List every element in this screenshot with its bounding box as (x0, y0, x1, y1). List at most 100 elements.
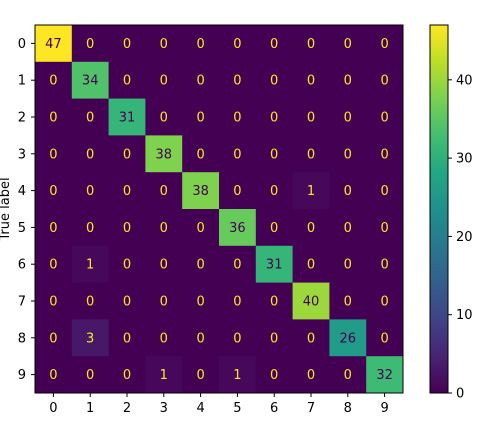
cell-value-r3-c0: 0 (49, 147, 57, 162)
x-tick-label-1: 1 (86, 401, 94, 416)
heatmap-cell-r2-c2 (108, 98, 146, 136)
heatmap-cell-r8-c9 (366, 319, 404, 357)
heatmap-cell-r3-c8 (329, 135, 367, 173)
cell-value-r0-c4: 0 (196, 37, 204, 52)
cell-value-r6-c6: 31 (266, 258, 283, 273)
heatmap-cell-r0-c9 (366, 25, 404, 63)
cell-value-r7-c2: 0 (123, 295, 131, 310)
heatmap-cell-r7-c3 (145, 282, 183, 320)
heatmap-cell-r7-c5 (219, 282, 257, 320)
heatmap-cell-r7-c1 (71, 282, 110, 320)
heatmap-cell-r8-c8 (329, 319, 367, 357)
heatmap-cell-r6-c9 (366, 245, 404, 284)
heatmap-cell-r6-c2 (108, 245, 146, 284)
cell-value-r3-c2: 0 (123, 147, 131, 162)
colorbar-tick-label-1: 10 (456, 308, 473, 323)
heatmap-cell-r3-c6 (255, 135, 294, 173)
cell-value-r7-c8: 0 (344, 295, 352, 310)
colorbar-tick-label-4: 40 (456, 73, 473, 88)
cell-value-r5-c3: 0 (160, 221, 168, 236)
heatmap-cell-r0-c5 (219, 25, 257, 63)
heatmap-cell-r7-c6 (255, 282, 294, 320)
cell-value-r1-c9: 0 (380, 74, 388, 89)
cell-value-r4-c6: 0 (270, 184, 278, 199)
cell-value-r1-c2: 0 (123, 74, 131, 89)
heatmap-cell-r5-c8 (329, 209, 367, 247)
heatmap-cell-r8-c7 (292, 319, 330, 357)
colorbar-tick-label-3: 30 (456, 152, 473, 167)
cell-value-r9-c7: 0 (307, 368, 315, 383)
cell-value-r7-c7: 40 (303, 295, 320, 310)
cell-value-r1-c1: 34 (82, 74, 99, 89)
y-tick-label-4: 4 (18, 184, 26, 199)
heatmap-cell-r2-c3 (145, 98, 183, 136)
heatmap-cell-values: 47 0 0 0 0 0 0 0 0 00 34 0 0 0 0 0 0 0 00 0 31 0 0 0 0 0 0 00 0 0 38 0 0… (45, 37, 393, 383)
heatmap-cell-r3-c3 (145, 135, 183, 173)
x-axis-ticks: 0 1 2 3 4 5 6 7 8 9 (49, 393, 389, 416)
heatmap-cell-r3-c1 (71, 135, 110, 173)
cell-value-r4-c8: 0 (344, 184, 352, 199)
heatmap-cell-r5-c9 (366, 209, 404, 247)
heatmap-cell-r8-c4 (182, 319, 220, 357)
colorbar-ticks: 0 10 20 30 40 (448, 73, 473, 402)
heatmap-cell-r2-c1 (71, 98, 110, 136)
x-tick-label-0: 0 (49, 401, 57, 416)
cell-value-r6-c4: 0 (196, 258, 204, 273)
heatmap-cell-r4-c2 (108, 172, 146, 210)
heatmap-cell-r5-c1 (71, 209, 110, 247)
heatmap-cell-r4-c3 (145, 172, 183, 210)
cell-value-r0-c0: 47 (45, 37, 62, 52)
heatmap-cell-r0-c2 (108, 25, 146, 63)
cell-value-r7-c6: 0 (270, 295, 278, 310)
cell-value-r3-c4: 0 (196, 147, 204, 162)
heatmap-cell-r0-c1 (71, 25, 110, 63)
heatmap-cell-r2-c0 (35, 98, 73, 136)
cell-value-r8-c4: 0 (196, 331, 204, 346)
heatmap-cell-r4-c9 (366, 172, 404, 210)
cell-value-r7-c5: 0 (233, 295, 241, 310)
y-tick-label-6: 6 (18, 258, 26, 273)
heatmap-cell-r2-c8 (329, 98, 367, 136)
heatmap-cell-r4-c5 (219, 172, 257, 210)
cell-value-r8-c9: 0 (380, 331, 388, 346)
heatmap-cell-r1-c0 (35, 61, 73, 100)
cell-value-r8-c8: 26 (340, 331, 357, 346)
cell-value-r9-c5: 1 (233, 368, 241, 383)
heatmap-cell-r9-c0 (35, 356, 73, 394)
heatmap-cell-r7-c0 (35, 282, 73, 320)
y-axis-ticks: 0 1 2 3 4 5 6 7 8 9 (18, 37, 35, 383)
x-tick-label-6: 6 (270, 401, 278, 416)
cell-value-r2-c3: 0 (160, 111, 168, 126)
cell-value-r1-c5: 0 (233, 74, 241, 89)
heatmap-cell-r9-c8 (329, 356, 367, 394)
x-tick-label-3: 3 (160, 401, 168, 416)
y-tick-label-9: 9 (18, 368, 26, 383)
cell-value-r2-c5: 0 (233, 111, 241, 126)
cell-value-r5-c6: 0 (270, 221, 278, 236)
cell-value-r5-c9: 0 (380, 221, 388, 236)
heatmap-cell-r3-c7 (292, 135, 330, 173)
heatmap-cell-r6-c4 (182, 245, 220, 284)
cell-value-r3-c7: 0 (307, 147, 315, 162)
heatmap-cell-r4-c6 (255, 172, 294, 210)
heatmap-cell-r1-c8 (329, 61, 367, 100)
cell-value-r6-c8: 0 (344, 258, 352, 273)
cell-value-r3-c6: 0 (270, 147, 278, 162)
y-tick-label-2: 2 (18, 111, 26, 126)
heatmap-cell-r5-c6 (255, 209, 294, 247)
cell-value-r4-c7: 1 (307, 184, 315, 199)
cell-value-r0-c6: 0 (270, 37, 278, 52)
cell-value-r0-c2: 0 (123, 37, 131, 52)
heatmap-cell-r5-c3 (145, 209, 183, 247)
heatmap-cell-r4-c1 (71, 172, 110, 210)
heatmap-cell-r2-c9 (366, 98, 404, 136)
heatmap-cell-r7-c9 (366, 282, 404, 320)
cell-value-r5-c7: 0 (307, 221, 315, 236)
cell-value-r2-c6: 0 (270, 111, 278, 126)
heatmap-cells (35, 25, 404, 394)
heatmap-cell-r4-c4 (182, 172, 220, 210)
cell-value-r1-c3: 0 (160, 74, 168, 89)
cell-value-r4-c5: 0 (233, 184, 241, 199)
heatmap-cell-r9-c5 (219, 356, 257, 394)
cell-value-r5-c5: 36 (229, 221, 246, 236)
